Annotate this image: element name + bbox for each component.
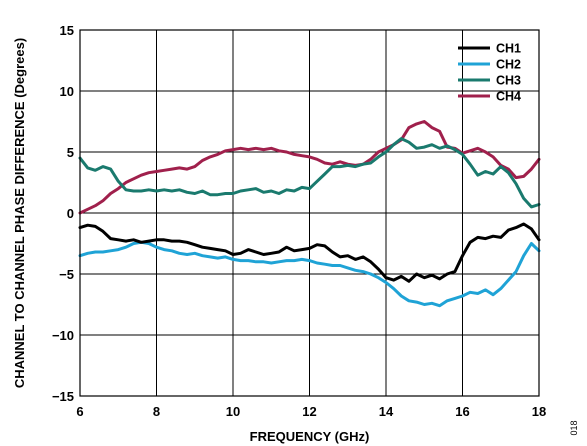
y-tick-label: 15 <box>60 23 74 38</box>
plot-frame <box>79 29 540 397</box>
series-lines <box>78 120 541 308</box>
x-tick-label: 12 <box>302 404 316 419</box>
y-tick-label: 5 <box>67 145 74 160</box>
legend-label-ch4: CH4 <box>496 90 521 104</box>
series-line-ch3 <box>78 137 541 209</box>
series-line-ch1 <box>78 222 541 283</box>
x-tick-label: 6 <box>76 404 83 419</box>
legend-label-ch2: CH2 <box>496 58 521 72</box>
y-tick-label: −10 <box>52 328 74 343</box>
legend-label-ch1: CH1 <box>496 42 521 56</box>
y-tick-label: 10 <box>60 84 74 99</box>
x-tick-label: 16 <box>455 404 469 419</box>
x-tick-label: 14 <box>379 404 394 419</box>
legend: CH1 CH2 CH3 CH4 <box>458 42 521 104</box>
x-tick-label: 10 <box>226 404 240 419</box>
series-line-ch2 <box>78 240 541 308</box>
y-tick-label: 0 <box>67 206 74 221</box>
figure-code: 018 <box>569 420 579 435</box>
x-tick-label: 8 <box>153 404 160 419</box>
x-axis-title: FREQUENCY (GHz) <box>250 429 370 444</box>
grid <box>80 30 539 396</box>
y-tick-label: −5 <box>59 267 74 282</box>
x-tick-label: 18 <box>532 404 546 419</box>
y-tick-label: −15 <box>52 389 74 404</box>
tick-labels: 6 8 10 12 14 16 18 15 10 5 0 −5 −10 −15 <box>52 23 546 419</box>
legend-label-ch3: CH3 <box>496 74 521 88</box>
y-axis-title: CHANNEL TO CHANNEL PHASE DIFFERENCE (Deg… <box>12 38 27 388</box>
